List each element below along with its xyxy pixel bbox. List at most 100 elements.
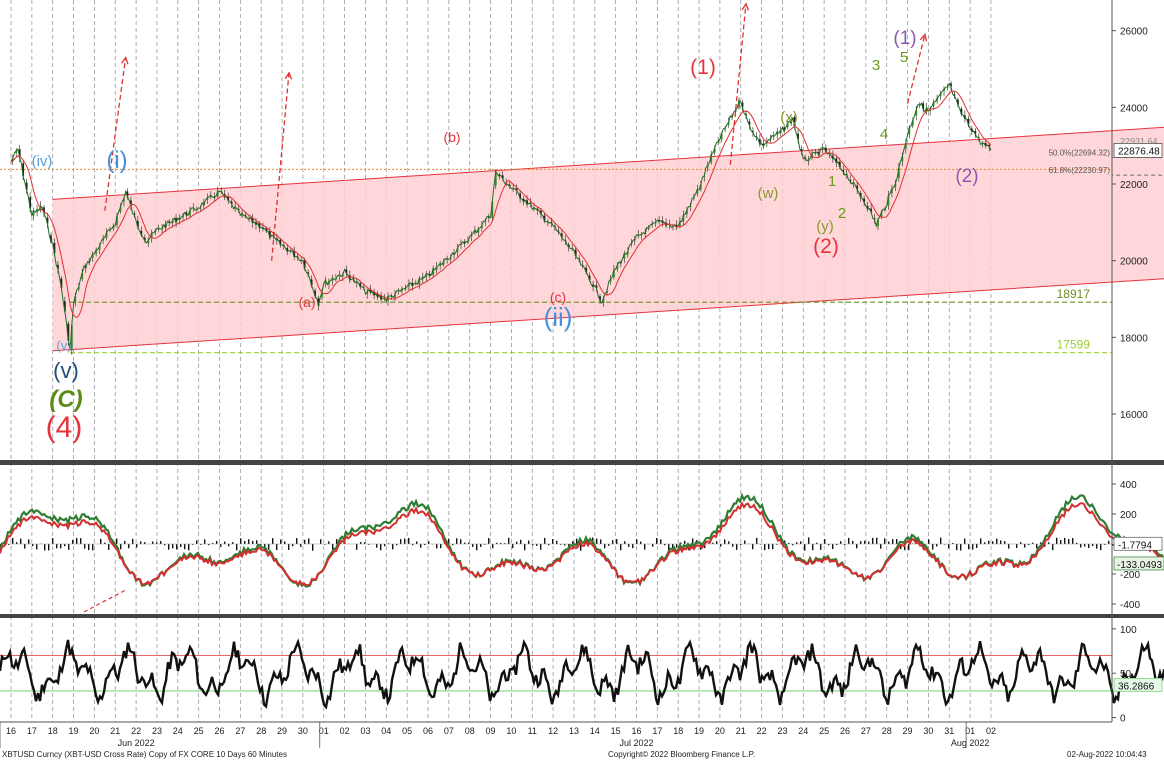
histogram-bar [840, 541, 842, 544]
candle-body [533, 207, 535, 210]
histogram-bar [1092, 544, 1094, 547]
candle-body [595, 285, 598, 288]
projection-arrow-line [104, 57, 127, 211]
x-tick-label: 20 [715, 726, 725, 736]
oscillator-value-tag-box [1113, 556, 1164, 571]
histogram-bar [560, 544, 562, 545]
wave-label: (v) [56, 338, 71, 353]
histogram-bar [336, 539, 338, 544]
oscillator-series-green [0, 492, 1164, 588]
candle-body [293, 250, 296, 257]
histogram-bar [512, 544, 514, 549]
wave-label: (C) [49, 386, 82, 413]
y-tick-label: 16000 [1120, 410, 1148, 421]
x-tick-label: 26 [214, 726, 224, 736]
histogram-bar [464, 542, 466, 544]
histogram-bar [832, 544, 834, 550]
histogram-bar [52, 538, 54, 544]
histogram-bar [84, 544, 86, 549]
price-line [10, 82, 992, 351]
candle-body [567, 244, 570, 248]
histogram-bar [392, 544, 394, 550]
histogram-bar [864, 540, 866, 544]
candle-body [925, 107, 928, 112]
histogram-bar [360, 542, 362, 544]
histogram-bar [484, 544, 486, 545]
histogram-bar [744, 540, 746, 544]
candle-body [314, 290, 316, 296]
histogram-bar [48, 544, 50, 551]
x-tick-label: 24 [798, 726, 808, 736]
histogram-bar [208, 544, 210, 546]
candle-body [46, 217, 49, 224]
x-tick-label: 21 [736, 726, 746, 736]
index-series [0, 638, 1164, 710]
histogram-bar [20, 538, 22, 544]
histogram-bar [792, 544, 794, 546]
x-tick-label: 27 [235, 726, 245, 736]
candle-body [800, 148, 803, 152]
candle-body [519, 193, 521, 199]
histogram-bar [504, 543, 506, 544]
candle-body [599, 296, 601, 301]
candle-body [50, 235, 52, 242]
candle-body [685, 209, 688, 215]
histogram-bar [472, 544, 474, 547]
histogram-bar [996, 538, 998, 544]
candle-body [373, 291, 376, 296]
histogram-bar [1020, 542, 1022, 544]
projection-arrow-head [284, 71, 293, 80]
histogram-bar [32, 544, 34, 547]
candle-body [866, 205, 869, 210]
histogram-bar [816, 542, 818, 544]
candle-body [216, 190, 219, 197]
y-tick-label: 22000 [1120, 180, 1148, 191]
candle-body [185, 212, 188, 216]
histogram-bar [944, 544, 946, 545]
candle-body [835, 158, 838, 163]
histogram-bar [12, 537, 14, 544]
histogram-bar [620, 544, 622, 551]
projection-arrow-line [729, 3, 747, 165]
candle-body [710, 154, 713, 163]
y-tick-label: 18000 [1120, 333, 1148, 344]
candle-body [950, 83, 952, 87]
histogram-bar [900, 544, 902, 550]
histogram-bar [856, 544, 858, 549]
x-tick-label: 22 [131, 726, 141, 736]
histogram-bar [72, 539, 74, 544]
histogram-bar [252, 540, 254, 544]
candle-body [842, 169, 845, 172]
candle-body [331, 278, 334, 281]
candle-body [953, 94, 956, 96]
histogram-bar [736, 544, 738, 550]
histogram-bar [1104, 544, 1106, 545]
histogram-bar [664, 544, 666, 546]
histogram-bar [908, 544, 910, 551]
histogram-bar [476, 544, 478, 551]
candle-body [536, 208, 539, 211]
histogram-bar [356, 544, 358, 550]
histogram-bar [140, 541, 142, 544]
histogram-bar [236, 544, 238, 551]
candle-body [32, 210, 35, 216]
x-tick-label: 19 [69, 726, 79, 736]
candle-body [22, 163, 25, 177]
candle-body [963, 115, 966, 119]
y-tick-label: -200 [1120, 570, 1140, 581]
candle-body [251, 217, 254, 223]
histogram-bar [652, 544, 654, 547]
candle-body [838, 162, 841, 168]
candle-body [105, 232, 108, 238]
wave-label: 2 [838, 205, 846, 222]
histogram-bar [104, 542, 106, 544]
histogram-bar [528, 540, 530, 544]
candle-body [81, 273, 84, 279]
wave-label: (c) [550, 289, 566, 305]
histogram-bar [136, 544, 138, 548]
histogram-bar [552, 539, 554, 544]
candle-body [626, 251, 629, 255]
candle-body [112, 225, 115, 229]
histogram-bar [204, 539, 206, 544]
last-price-tag-box [1113, 143, 1163, 158]
